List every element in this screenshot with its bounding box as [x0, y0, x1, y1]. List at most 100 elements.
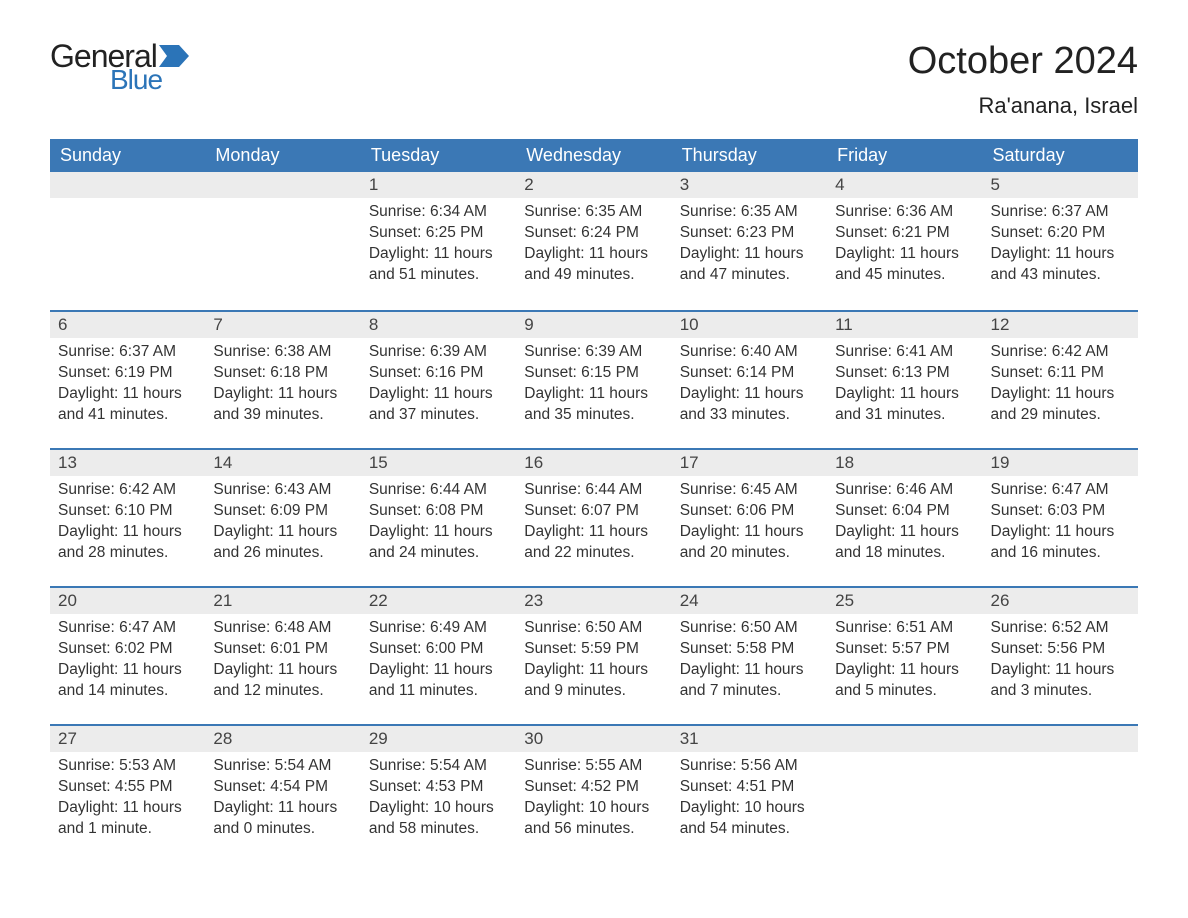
daylight-text: Daylight: 11 hours and 51 minutes.: [369, 244, 508, 286]
day-number: 16: [516, 448, 671, 476]
day-details: Sunrise: 6:38 AMSunset: 6:18 PMDaylight:…: [205, 338, 360, 434]
calendar-day-cell: 9Sunrise: 6:39 AMSunset: 6:15 PMDaylight…: [516, 310, 671, 448]
day-number: 31: [672, 724, 827, 752]
day-details: Sunrise: 5:53 AMSunset: 4:55 PMDaylight:…: [50, 752, 205, 848]
sunset-text: Sunset: 6:03 PM: [991, 501, 1130, 522]
sunset-text: Sunset: 6:07 PM: [524, 501, 663, 522]
sunset-text: Sunset: 6:08 PM: [369, 501, 508, 522]
calendar-day-cell: 31Sunrise: 5:56 AMSunset: 4:51 PMDayligh…: [672, 724, 827, 862]
day-number: 11: [827, 310, 982, 338]
sunrise-text: Sunrise: 6:44 AM: [524, 480, 663, 501]
weekday-header: Wednesday: [516, 139, 671, 172]
sunrise-text: Sunrise: 6:47 AM: [991, 480, 1130, 501]
header: General Blue October 2024 Ra'anana, Isra…: [50, 40, 1138, 119]
daylight-text: Daylight: 11 hours and 22 minutes.: [524, 522, 663, 564]
day-details: Sunrise: 5:56 AMSunset: 4:51 PMDaylight:…: [672, 752, 827, 848]
daylight-text: Daylight: 11 hours and 14 minutes.: [58, 660, 197, 702]
day-number: 5: [983, 172, 1138, 198]
day-details: Sunrise: 5:54 AMSunset: 4:53 PMDaylight:…: [361, 752, 516, 848]
day-number: 8: [361, 310, 516, 338]
sunrise-text: Sunrise: 6:48 AM: [213, 618, 352, 639]
sunrise-text: Sunrise: 6:43 AM: [213, 480, 352, 501]
sunset-text: Sunset: 6:20 PM: [991, 223, 1130, 244]
day-details: Sunrise: 6:43 AMSunset: 6:09 PMDaylight:…: [205, 476, 360, 572]
daylight-text: Daylight: 10 hours and 58 minutes.: [369, 798, 508, 840]
calendar-day-cell: 19Sunrise: 6:47 AMSunset: 6:03 PMDayligh…: [983, 448, 1138, 586]
weekday-header: Friday: [827, 139, 982, 172]
calendar-day-cell: 17Sunrise: 6:45 AMSunset: 6:06 PMDayligh…: [672, 448, 827, 586]
sunset-text: Sunset: 5:58 PM: [680, 639, 819, 660]
sunset-text: Sunset: 6:09 PM: [213, 501, 352, 522]
day-number: 23: [516, 586, 671, 614]
calendar-day-cell: 30Sunrise: 5:55 AMSunset: 4:52 PMDayligh…: [516, 724, 671, 862]
calendar-day-cell: 29Sunrise: 5:54 AMSunset: 4:53 PMDayligh…: [361, 724, 516, 862]
sunset-text: Sunset: 6:18 PM: [213, 363, 352, 384]
day-number: 15: [361, 448, 516, 476]
daylight-text: Daylight: 11 hours and 29 minutes.: [991, 384, 1130, 426]
sunrise-text: Sunrise: 6:40 AM: [680, 342, 819, 363]
sunrise-text: Sunrise: 6:44 AM: [369, 480, 508, 501]
calendar-empty-cell: [205, 172, 360, 310]
day-details: Sunrise: 6:47 AMSunset: 6:02 PMDaylight:…: [50, 614, 205, 710]
sunset-text: Sunset: 4:51 PM: [680, 777, 819, 798]
day-number: [50, 172, 205, 198]
sunrise-text: Sunrise: 6:39 AM: [524, 342, 663, 363]
calendar-day-cell: 16Sunrise: 6:44 AMSunset: 6:07 PMDayligh…: [516, 448, 671, 586]
day-details: Sunrise: 6:45 AMSunset: 6:06 PMDaylight:…: [672, 476, 827, 572]
day-number: 10: [672, 310, 827, 338]
sunset-text: Sunset: 6:02 PM: [58, 639, 197, 660]
day-details: Sunrise: 5:54 AMSunset: 4:54 PMDaylight:…: [205, 752, 360, 848]
sunset-text: Sunset: 6:24 PM: [524, 223, 663, 244]
daylight-text: Daylight: 11 hours and 26 minutes.: [213, 522, 352, 564]
sunset-text: Sunset: 6:13 PM: [835, 363, 974, 384]
sunset-text: Sunset: 6:00 PM: [369, 639, 508, 660]
sunrise-text: Sunrise: 6:52 AM: [991, 618, 1130, 639]
day-number: 14: [205, 448, 360, 476]
calendar-day-cell: 22Sunrise: 6:49 AMSunset: 6:00 PMDayligh…: [361, 586, 516, 724]
calendar-day-cell: 2Sunrise: 6:35 AMSunset: 6:24 PMDaylight…: [516, 172, 671, 310]
day-details: Sunrise: 6:36 AMSunset: 6:21 PMDaylight:…: [827, 198, 982, 294]
calendar-day-cell: 21Sunrise: 6:48 AMSunset: 6:01 PMDayligh…: [205, 586, 360, 724]
daylight-text: Daylight: 11 hours and 31 minutes.: [835, 384, 974, 426]
daylight-text: Daylight: 11 hours and 12 minutes.: [213, 660, 352, 702]
day-details: Sunrise: 6:37 AMSunset: 6:19 PMDaylight:…: [50, 338, 205, 434]
day-number: 4: [827, 172, 982, 198]
sunset-text: Sunset: 6:06 PM: [680, 501, 819, 522]
daylight-text: Daylight: 11 hours and 0 minutes.: [213, 798, 352, 840]
weekday-header: Sunday: [50, 139, 205, 172]
location-label: Ra'anana, Israel: [908, 93, 1138, 119]
sunset-text: Sunset: 6:14 PM: [680, 363, 819, 384]
calendar-day-cell: 20Sunrise: 6:47 AMSunset: 6:02 PMDayligh…: [50, 586, 205, 724]
day-number: 27: [50, 724, 205, 752]
day-number: 7: [205, 310, 360, 338]
calendar-day-cell: 4Sunrise: 6:36 AMSunset: 6:21 PMDaylight…: [827, 172, 982, 310]
sunrise-text: Sunrise: 6:41 AM: [835, 342, 974, 363]
sunrise-text: Sunrise: 6:42 AM: [991, 342, 1130, 363]
sunrise-text: Sunrise: 6:37 AM: [991, 202, 1130, 223]
day-details: Sunrise: 6:39 AMSunset: 6:15 PMDaylight:…: [516, 338, 671, 434]
sunrise-text: Sunrise: 6:37 AM: [58, 342, 197, 363]
sunrise-text: Sunrise: 6:45 AM: [680, 480, 819, 501]
day-details: Sunrise: 6:46 AMSunset: 6:04 PMDaylight:…: [827, 476, 982, 572]
sunrise-text: Sunrise: 6:47 AM: [58, 618, 197, 639]
day-number: [205, 172, 360, 198]
sunrise-text: Sunrise: 6:42 AM: [58, 480, 197, 501]
calendar-week-row: 1Sunrise: 6:34 AMSunset: 6:25 PMDaylight…: [50, 172, 1138, 310]
day-number: 22: [361, 586, 516, 614]
day-number: 29: [361, 724, 516, 752]
day-number: 28: [205, 724, 360, 752]
sunset-text: Sunset: 4:55 PM: [58, 777, 197, 798]
calendar-day-cell: 28Sunrise: 5:54 AMSunset: 4:54 PMDayligh…: [205, 724, 360, 862]
sunset-text: Sunset: 6:21 PM: [835, 223, 974, 244]
day-details: Sunrise: 6:42 AMSunset: 6:11 PMDaylight:…: [983, 338, 1138, 434]
day-details: Sunrise: 6:44 AMSunset: 6:07 PMDaylight:…: [516, 476, 671, 572]
sunset-text: Sunset: 4:52 PM: [524, 777, 663, 798]
calendar-empty-cell: [983, 724, 1138, 862]
day-details: Sunrise: 6:44 AMSunset: 6:08 PMDaylight:…: [361, 476, 516, 572]
weekday-header: Tuesday: [361, 139, 516, 172]
calendar-day-cell: 1Sunrise: 6:34 AMSunset: 6:25 PMDaylight…: [361, 172, 516, 310]
sunrise-text: Sunrise: 6:49 AM: [369, 618, 508, 639]
day-details: Sunrise: 6:39 AMSunset: 6:16 PMDaylight:…: [361, 338, 516, 434]
calendar-day-cell: 25Sunrise: 6:51 AMSunset: 5:57 PMDayligh…: [827, 586, 982, 724]
daylight-text: Daylight: 11 hours and 24 minutes.: [369, 522, 508, 564]
